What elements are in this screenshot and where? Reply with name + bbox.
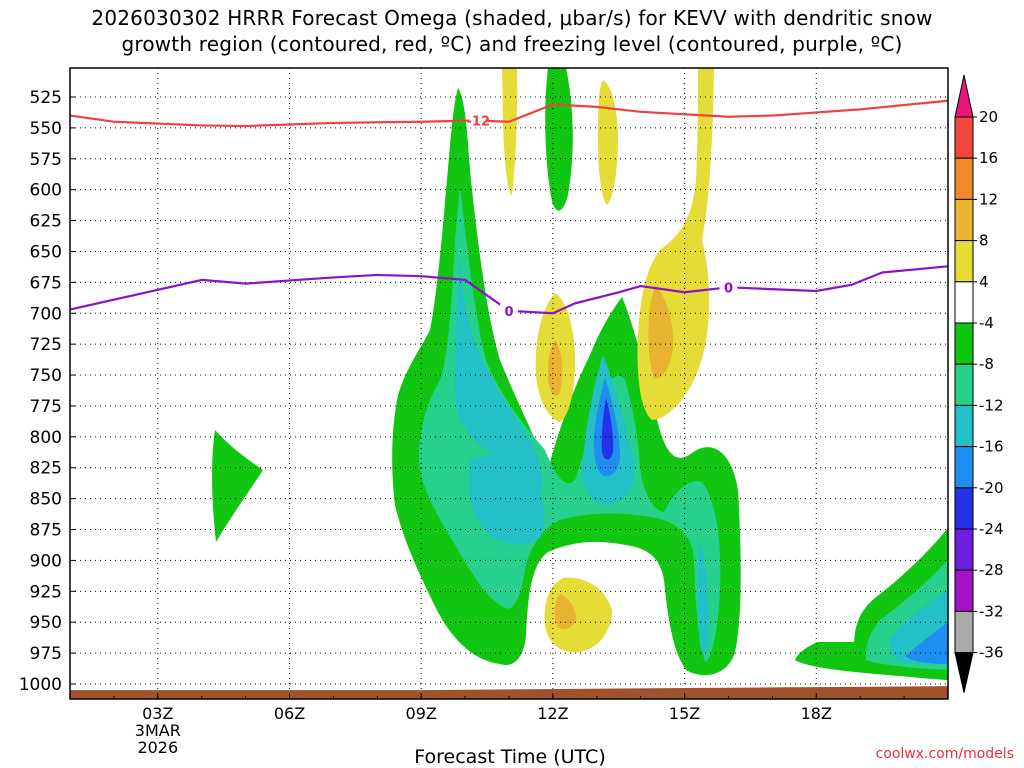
colorbar-label: -36 bbox=[979, 644, 1004, 662]
y-tick-label: 950 bbox=[30, 613, 62, 633]
colorbar-swatch bbox=[954, 363, 974, 406]
contour-lines bbox=[70, 99, 948, 315]
colorbar-swatch bbox=[954, 610, 974, 654]
x-tick-label: 09Z bbox=[406, 704, 437, 723]
y-axis: 525 550 575 600 625 650 675 700 725 750 775 800 825 8… bbox=[19, 88, 76, 695]
colorbar-swatch bbox=[954, 528, 974, 571]
omega-region-orange-mid bbox=[547, 340, 563, 396]
colorbar-label: -4 bbox=[979, 314, 994, 332]
x-tick-label: 06Z bbox=[274, 704, 305, 723]
omega-region-orange-low bbox=[554, 594, 577, 630]
contour-line-dgz-minus12 bbox=[70, 99, 948, 128]
colorbar-swatch bbox=[954, 240, 974, 283]
colorbar-bottom-arrow bbox=[954, 652, 974, 693]
colorbar-swatch bbox=[954, 281, 974, 324]
colorbar-label: -8 bbox=[979, 355, 994, 373]
site-credit: coolwx.com/models bbox=[876, 746, 1014, 762]
colorbar-swatch bbox=[954, 487, 974, 530]
y-tick-label: 625 bbox=[30, 212, 62, 232]
colorbar-label: -12 bbox=[979, 396, 1004, 414]
contour-label: -12 bbox=[467, 115, 491, 130]
colorbar-label: 12 bbox=[979, 190, 998, 208]
colorbar-label: 4 bbox=[979, 273, 989, 291]
colorbar-label: 8 bbox=[979, 232, 989, 250]
omega-region-yellow-top-1 bbox=[502, 68, 518, 195]
y-tick-label: 925 bbox=[30, 582, 62, 602]
colorbar-swatch bbox=[954, 116, 974, 159]
x-tick-year-label: 2026 bbox=[137, 738, 178, 757]
y-tick-label: 550 bbox=[30, 119, 62, 139]
y-tick-label: 900 bbox=[30, 551, 62, 571]
colorbar-swatch bbox=[954, 322, 974, 365]
y-tick-label: 700 bbox=[30, 304, 62, 324]
x-tick-label: 03Z bbox=[142, 704, 173, 723]
omega-region-yellow-low bbox=[544, 577, 612, 653]
omega-region-green-left bbox=[212, 430, 263, 542]
colorbar-label: -28 bbox=[979, 561, 1004, 579]
y-tick-label: 775 bbox=[30, 397, 62, 417]
omega-shading bbox=[212, 68, 948, 680]
colorbar-swatch bbox=[954, 569, 974, 612]
colorbar-label: -32 bbox=[979, 602, 1004, 620]
y-tick-label: 525 bbox=[30, 88, 62, 108]
y-tick-label: 1000 bbox=[19, 675, 62, 695]
chart-title-line2: growth region (contoured, red, ºC) and f… bbox=[121, 32, 903, 56]
colorbar-label: 20 bbox=[979, 108, 998, 126]
colorbar-label: -20 bbox=[979, 479, 1004, 497]
omega-region-yellow-right-column bbox=[637, 68, 714, 420]
y-tick-label: 850 bbox=[30, 490, 62, 510]
y-tick-label: 650 bbox=[30, 242, 62, 262]
y-tick-label: 750 bbox=[30, 366, 62, 386]
x-tick-label: 15Z bbox=[669, 704, 700, 723]
chart-grid bbox=[70, 68, 948, 699]
y-tick-label: 825 bbox=[30, 459, 62, 479]
omega-region-yellow-top-2 bbox=[598, 80, 618, 205]
x-tick-label: 18Z bbox=[801, 704, 832, 723]
omega-region-cyan-center bbox=[469, 454, 545, 545]
x-tick-date-label: 3MAR bbox=[135, 721, 181, 740]
contour-line-freezing-level bbox=[70, 265, 948, 315]
omega-region-orange-right bbox=[648, 285, 674, 379]
omega-colorbar: 20 16 12 8 4 -4 -8 -12 -16 -20 -24 -28 -32 -36 bbox=[954, 74, 1004, 693]
contour-label-bg bbox=[469, 113, 488, 128]
y-tick-label: 975 bbox=[30, 644, 62, 664]
y-tick-label: 875 bbox=[30, 521, 62, 541]
x-tick-label: 12Z bbox=[537, 704, 568, 723]
colorbar-swatch bbox=[954, 198, 974, 242]
chart-title-line1: 2026030302 HRRR Forecast Omega (shaded, … bbox=[91, 6, 933, 30]
colorbar-label: -16 bbox=[979, 438, 1004, 456]
contour-label-bg bbox=[719, 280, 738, 295]
omega-region-darkblue-core bbox=[601, 398, 614, 460]
x-axis-label: Forecast Time (UTC) bbox=[414, 746, 605, 768]
colorbar-swatch bbox=[954, 446, 974, 489]
contour-labels: -12 0 0 bbox=[467, 113, 738, 320]
omega-region-cyan-right bbox=[697, 540, 709, 654]
colorbar-label: 16 bbox=[979, 149, 998, 167]
contour-label: 0 bbox=[724, 281, 733, 296]
contour-label: 0 bbox=[504, 305, 513, 320]
colorbar-swatch bbox=[954, 157, 974, 200]
colorbar-swatch bbox=[954, 404, 974, 448]
omega-region-teal-main bbox=[419, 185, 721, 662]
y-tick-label: 800 bbox=[30, 428, 62, 448]
contour-label-bg bbox=[500, 303, 518, 318]
y-tick-label: 725 bbox=[30, 335, 62, 355]
y-tick-label: 575 bbox=[30, 150, 62, 170]
colorbar-top-arrow bbox=[954, 74, 974, 118]
y-tick-label: 675 bbox=[30, 273, 62, 293]
omega-region-green-upper-1 bbox=[545, 68, 573, 211]
colorbar-label: -24 bbox=[979, 520, 1004, 538]
y-tick-label: 600 bbox=[30, 181, 62, 201]
